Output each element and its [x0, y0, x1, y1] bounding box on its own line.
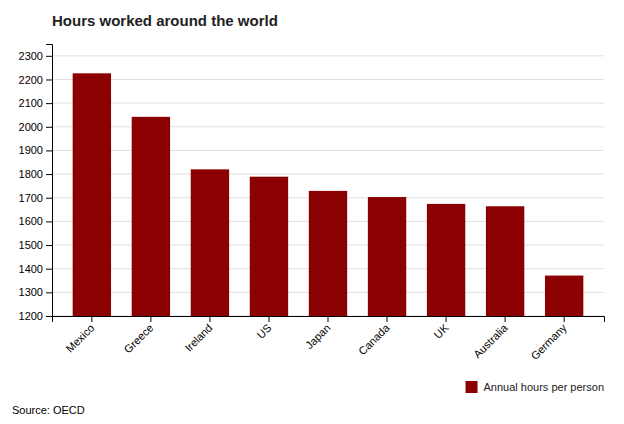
grid-line: [52, 79, 604, 80]
y-tick-label: 1300: [19, 286, 43, 298]
y-tick-mark: [46, 292, 52, 293]
y-tick-label: 1400: [19, 263, 43, 275]
x-tick-label: Ireland: [182, 322, 214, 354]
grid-line: [52, 55, 604, 56]
y-tick-label: 1200: [19, 310, 43, 322]
legend: Annual hours per person: [466, 381, 604, 393]
y-tick-label: 1900: [19, 144, 43, 156]
legend-item: Annual hours per person: [466, 381, 604, 393]
x-tick-mark: [505, 316, 506, 322]
y-tick: 2100: [19, 97, 52, 109]
x-tick-mark: [150, 316, 151, 322]
y-tick-label: 2300: [19, 50, 43, 62]
y-tick-mark: [46, 269, 52, 270]
y-axis: 1200 1300 1400 1500 1600 1700 1800 1900 2000 2100…: [19, 45, 53, 323]
x-tick: Mexico: [63, 316, 96, 355]
x-tick: Japan: [303, 316, 333, 351]
y-tick: 1200: [19, 310, 52, 322]
y-tick-label: 2000: [19, 121, 43, 133]
x-axis: Mexico Greece Ireland US Japan Canada UK Austra…: [53, 316, 605, 362]
x-tick: Greece: [122, 316, 156, 356]
y-tick-label: 1700: [19, 192, 43, 204]
bar: [368, 197, 406, 316]
y-tick-mark: [46, 316, 52, 317]
bar: [191, 169, 229, 316]
y-tick-label: 2200: [19, 73, 43, 85]
x-tick: US: [254, 316, 273, 341]
y-tick-mark: [46, 127, 52, 128]
x-tick-label: Australia: [471, 321, 510, 360]
y-tick-mark: [46, 174, 52, 175]
bars: [73, 73, 584, 316]
x-tick-label: Japan: [303, 322, 333, 352]
legend-swatch: [466, 381, 478, 393]
chart-svg: Hours worked around the world 1200 1300 140…: [0, 0, 624, 424]
y-tick-mark: [46, 103, 52, 104]
chart-container: Hours worked around the world 1200 1300 140…: [0, 0, 624, 424]
x-tick: Australia: [471, 316, 510, 360]
x-tick: UK: [431, 316, 451, 341]
x-tick-label: Canada: [356, 321, 392, 357]
y-tick: 1700: [19, 192, 52, 204]
x-tick: Ireland: [182, 316, 214, 354]
legend-label: Annual hours per person: [484, 381, 604, 393]
y-tick-mark: [46, 198, 52, 199]
bar: [132, 117, 170, 316]
x-tick-mark: [328, 316, 329, 322]
y-tick-label: 2100: [19, 97, 43, 109]
x-tick: Canada: [356, 316, 392, 357]
y-tick-mark: [46, 56, 52, 57]
bar: [486, 206, 524, 316]
y-tick: 2200: [19, 73, 52, 85]
bar: [545, 276, 583, 316]
annotation: Source: OECD: [12, 404, 85, 416]
x-tick-mark: [446, 316, 447, 322]
x-tick-label: US: [254, 322, 273, 341]
grid-line: [52, 103, 604, 104]
x-tick-mark: [209, 316, 210, 322]
x-tick-label: UK: [431, 321, 451, 341]
y-tick-mark: [46, 79, 52, 80]
chart-title: Hours worked around the world: [52, 12, 278, 29]
x-axis-line: [53, 317, 605, 323]
bar: [427, 204, 465, 316]
bar: [73, 73, 111, 316]
x-tick-mark: [91, 316, 92, 322]
x-tick-label: Germany: [528, 321, 569, 362]
y-tick: 1500: [19, 239, 52, 251]
y-tick: 1600: [19, 215, 52, 227]
x-tick: Germany: [528, 316, 569, 362]
y-tick-mark: [46, 245, 52, 246]
plot-area: 1200 1300 1400 1500 1600 1700 1800 1900 2000 2100…: [19, 45, 605, 424]
y-tick-label: 1800: [19, 168, 43, 180]
y-tick-label: 1500: [19, 239, 43, 251]
x-tick-label: Mexico: [63, 322, 96, 355]
y-tick: 1300: [19, 286, 52, 298]
bar: [250, 177, 288, 316]
x-tick-label: Greece: [122, 322, 156, 356]
y-axis-line: [46, 45, 53, 317]
y-tick-mark: [46, 150, 52, 151]
x-tick-mark: [268, 316, 269, 322]
x-tick-mark: [387, 316, 388, 322]
y-tick: 1800: [19, 168, 52, 180]
y-tick: 1400: [19, 263, 52, 275]
y-tick: 2000: [19, 121, 52, 133]
bar: [309, 191, 347, 316]
y-tick: 1900: [19, 144, 52, 156]
x-tick-mark: [564, 316, 565, 322]
y-tick: 2300: [19, 50, 52, 62]
y-tick-label: 1600: [19, 215, 43, 227]
y-tick-mark: [46, 221, 52, 222]
